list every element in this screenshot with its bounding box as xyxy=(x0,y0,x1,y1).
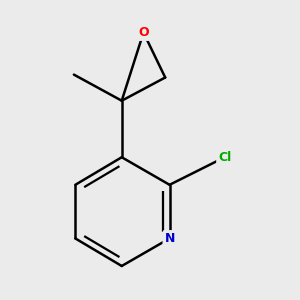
Text: N: N xyxy=(164,232,175,245)
Text: Cl: Cl xyxy=(218,151,231,164)
Text: O: O xyxy=(138,26,149,39)
